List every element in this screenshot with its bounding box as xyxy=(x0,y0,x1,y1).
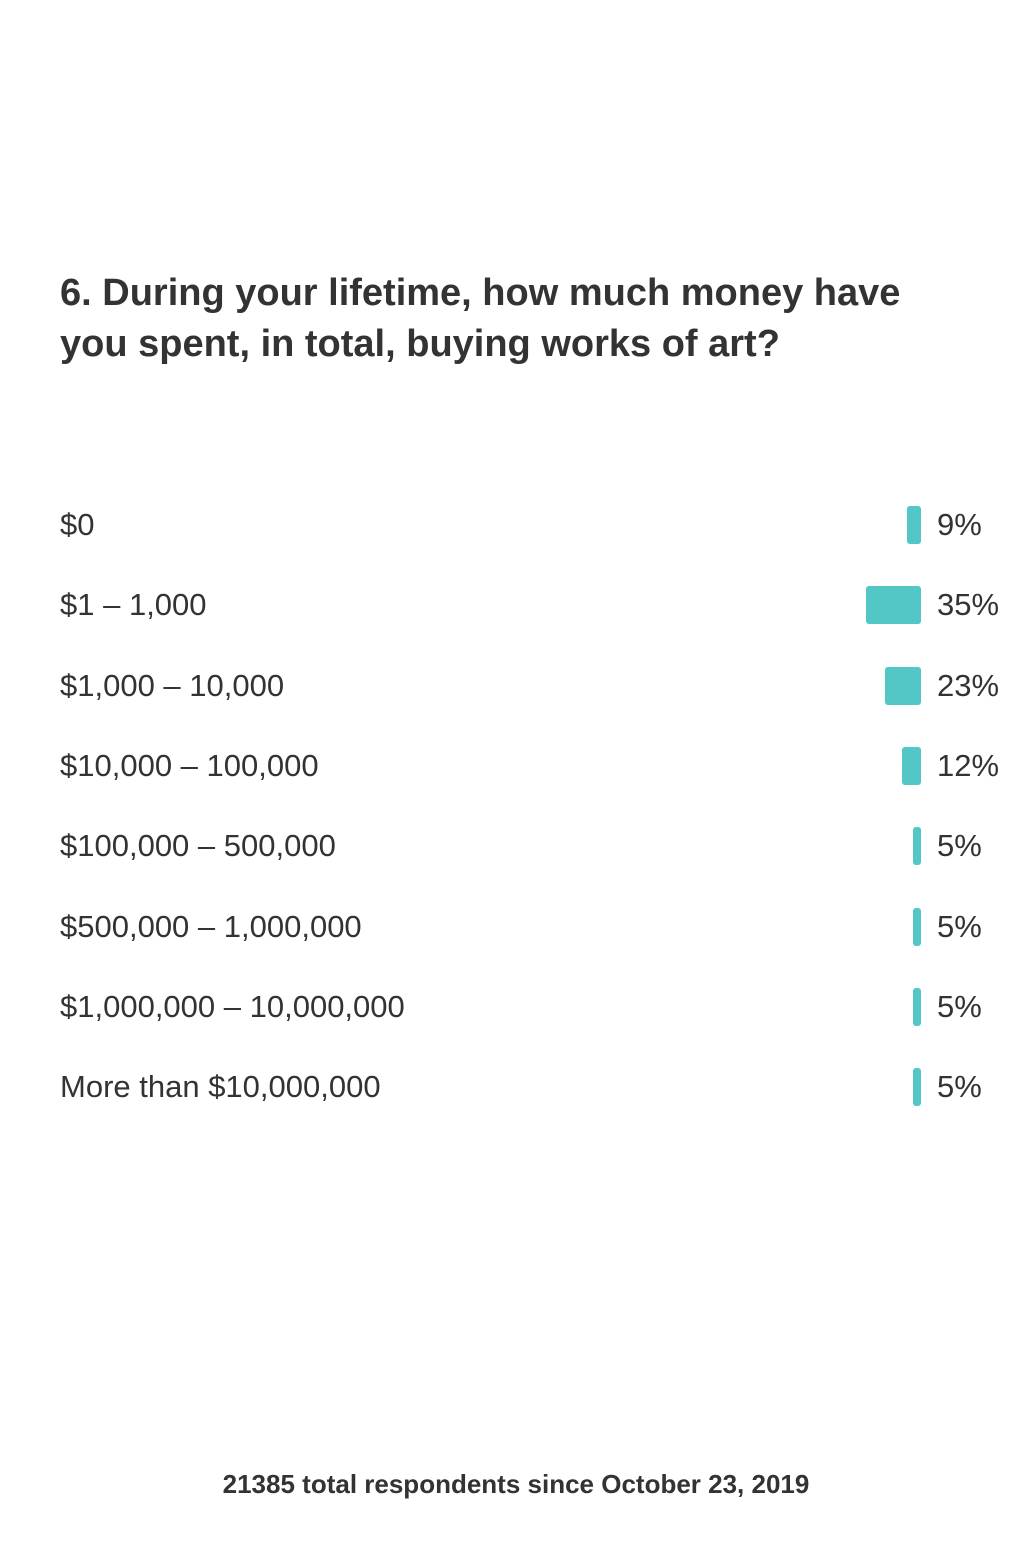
answer-percentage: 35% xyxy=(937,587,1000,622)
answer-label: $100,000 – 500,000 xyxy=(60,828,336,863)
answer-bar xyxy=(913,1068,921,1106)
answer-bar xyxy=(913,908,921,946)
answer-percentage: 12% xyxy=(937,748,1000,783)
answer-bar xyxy=(913,827,921,865)
respondents-count: 21385 total respondents since October 23… xyxy=(222,1469,810,1499)
answer-bar xyxy=(913,988,921,1026)
answer-label: $0 xyxy=(60,507,95,542)
answer-row: $500,000 – 1,000,000 5% xyxy=(0,907,1032,947)
answer-row: $1,000 – 10,000 23% xyxy=(0,666,1032,706)
answer-bar xyxy=(885,667,921,705)
answer-bar xyxy=(902,747,921,785)
answer-row: More than $10,000,000 5% xyxy=(0,1067,1032,1107)
answer-label: $1 – 1,000 xyxy=(60,587,207,622)
answer-percentage: 5% xyxy=(937,909,982,944)
answer-row: $0 9% xyxy=(0,505,1032,545)
answer-bar xyxy=(866,586,921,624)
answer-percentage: 9% xyxy=(937,507,982,542)
answer-row: $1 – 1,000 35% xyxy=(0,585,1032,625)
answer-percentage: 5% xyxy=(937,989,982,1024)
question-title: 6. During your lifetime, how much money … xyxy=(60,272,901,365)
answer-percentage: 5% xyxy=(937,828,982,863)
answer-label: $1,000 – 10,000 xyxy=(60,668,285,703)
answer-row: $10,000 – 100,000 12% xyxy=(0,746,1032,786)
answer-label: $1,000,000 – 10,000,000 xyxy=(60,989,405,1024)
answer-label: $500,000 – 1,000,000 xyxy=(60,909,362,944)
answer-label: $10,000 – 100,000 xyxy=(60,748,319,783)
answer-bar xyxy=(907,506,921,544)
answer-row: $1,000,000 – 10,000,000 5% xyxy=(0,987,1032,1027)
answer-percentage: 23% xyxy=(937,668,1000,703)
answer-row: $100,000 – 500,000 5% xyxy=(0,826,1032,866)
answer-percentage: 5% xyxy=(937,1069,982,1104)
answer-label: More than $10,000,000 xyxy=(60,1069,381,1104)
results-list: $0 9% $1 – 1,000 35% $1,000 – 10,000 23% $10,0… xyxy=(0,505,1032,1107)
